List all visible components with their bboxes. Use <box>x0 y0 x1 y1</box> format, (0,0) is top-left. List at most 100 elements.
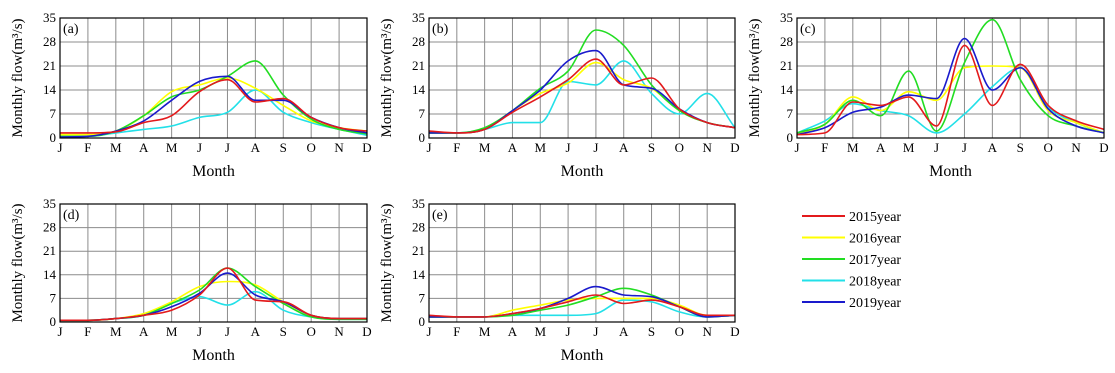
legend-label: 2019year <box>849 296 901 311</box>
y-tick-label: 7 <box>50 106 57 121</box>
y-tick-label: 35 <box>780 10 793 25</box>
x-tick-label: A <box>139 324 149 339</box>
series-line-2019year <box>429 49 736 134</box>
y-tick-label: 21 <box>780 58 793 73</box>
x-tick-label: S <box>280 324 287 339</box>
legend-label: 2017year <box>849 253 901 268</box>
y-tick-label: 35 <box>412 196 425 211</box>
series-line-2017year <box>429 287 736 318</box>
y-tick-label: 0 <box>50 130 57 145</box>
y-tick-label: 35 <box>43 196 56 211</box>
panel-label: (e) <box>432 208 448 223</box>
panel-label: (d) <box>63 208 80 223</box>
chart-panel-2: 0 7 14 21 28 35 J F M A M J J A S O N D Month Monthly flow(… <box>379 10 740 180</box>
x-tick-label: A <box>619 324 629 339</box>
x-tick-label: A <box>508 140 518 155</box>
x-tick-label: N <box>702 324 712 339</box>
series-group <box>428 29 736 134</box>
x-tick-label: J <box>225 140 230 155</box>
x-tick-label: N <box>334 140 344 155</box>
x-tick-label: F <box>453 140 460 155</box>
series-line-2015year <box>59 267 367 322</box>
chart-panel-3: 0 7 14 21 28 35 J F M A M J J A S O N D Month Monthly flow(… <box>747 10 1109 180</box>
series-line-2016year <box>429 61 736 134</box>
y-tick-label: 14 <box>412 267 426 282</box>
x-tick-label: D <box>730 140 739 155</box>
x-tick-label: A <box>508 324 518 339</box>
y-axis-label: Monthly flow(m³/s) <box>379 203 395 322</box>
plot-frame <box>59 203 368 323</box>
y-axis-label: Monthly flow(m³/s) <box>379 18 395 137</box>
x-tick-label: O <box>306 324 315 339</box>
y-tick-label: 14 <box>43 267 57 282</box>
x-tick-label: M <box>534 324 546 339</box>
x-tick-label: J <box>593 324 598 339</box>
legend-label: 2018year <box>849 275 901 290</box>
x-tick-label: A <box>988 140 998 155</box>
y-tick-label: 21 <box>412 243 425 258</box>
y-tick-label: 14 <box>780 82 794 97</box>
x-tick-label: J <box>197 140 202 155</box>
x-tick-label: J <box>57 140 62 155</box>
x-tick-label: J <box>57 324 62 339</box>
series-line-2017year <box>796 18 1105 134</box>
y-tick-label: 21 <box>412 58 425 73</box>
x-tick-label: F <box>453 324 460 339</box>
panel-label: (a) <box>63 22 79 37</box>
y-tick-label: 28 <box>43 220 56 235</box>
y-axis-label: Monthly flow(m³/s) <box>747 18 763 137</box>
x-tick-label: J <box>225 324 230 339</box>
x-tick-label: A <box>251 324 261 339</box>
plot-frame <box>428 17 736 139</box>
x-tick-label: M <box>166 140 178 155</box>
x-axis-label: Month <box>561 163 604 180</box>
y-tick-label: 0 <box>787 130 794 145</box>
x-tick-label: M <box>110 324 122 339</box>
legend: 2015year 2016year 2017year 2018year 2019year <box>802 210 901 311</box>
series-line-2018year <box>59 290 367 322</box>
y-tick-label: 35 <box>43 10 56 25</box>
series-line-2016year <box>60 77 368 136</box>
chart-panel-1: 0 7 14 21 28 35 J F M A M J J A S O N D Month Monthly flow(… <box>10 10 372 180</box>
x-tick-label: M <box>166 324 178 339</box>
series-group <box>428 285 736 318</box>
x-tick-label: J <box>794 140 799 155</box>
x-tick-label: M <box>847 140 859 155</box>
series-line-2018year <box>796 66 1105 134</box>
x-tick-label: D <box>362 324 371 339</box>
x-tick-label: D <box>1099 140 1108 155</box>
x-tick-label: D <box>730 324 739 339</box>
legend-label: 2015year <box>849 210 901 225</box>
panel-label: (b) <box>432 22 449 37</box>
y-tick-label: 7 <box>787 106 794 121</box>
x-tick-label: O <box>1043 140 1052 155</box>
x-tick-label: J <box>934 140 939 155</box>
series-line-2015year <box>428 294 735 318</box>
x-tick-label: M <box>534 140 546 155</box>
y-tick-label: 28 <box>412 220 425 235</box>
x-tick-label: D <box>362 140 371 155</box>
y-tick-label: 14 <box>43 82 57 97</box>
x-tick-label: F <box>84 140 91 155</box>
series-group <box>59 60 368 138</box>
x-tick-label: S <box>1017 140 1024 155</box>
x-tick-label: F <box>821 140 828 155</box>
chart-panel-5: 0 7 14 21 28 35 J F M A M J J A S O N D Month Monthly flow(… <box>379 196 740 364</box>
y-tick-label: 7 <box>419 106 426 121</box>
x-axis-label: Month <box>192 347 235 364</box>
x-axis-label: Month <box>192 163 235 180</box>
x-tick-label: M <box>903 140 915 155</box>
series-line-2015year <box>60 78 368 134</box>
plot-frame <box>796 17 1105 139</box>
x-tick-label: A <box>876 140 886 155</box>
series-line-2016year <box>796 65 1105 136</box>
y-tick-label: 28 <box>780 34 793 49</box>
series-group <box>796 18 1105 136</box>
y-tick-label: 21 <box>43 243 56 258</box>
y-tick-label: 35 <box>412 10 425 25</box>
x-tick-label: J <box>593 140 598 155</box>
x-tick-label: S <box>280 140 287 155</box>
x-tick-label: O <box>675 140 684 155</box>
legend-label: 2016year <box>849 232 901 247</box>
